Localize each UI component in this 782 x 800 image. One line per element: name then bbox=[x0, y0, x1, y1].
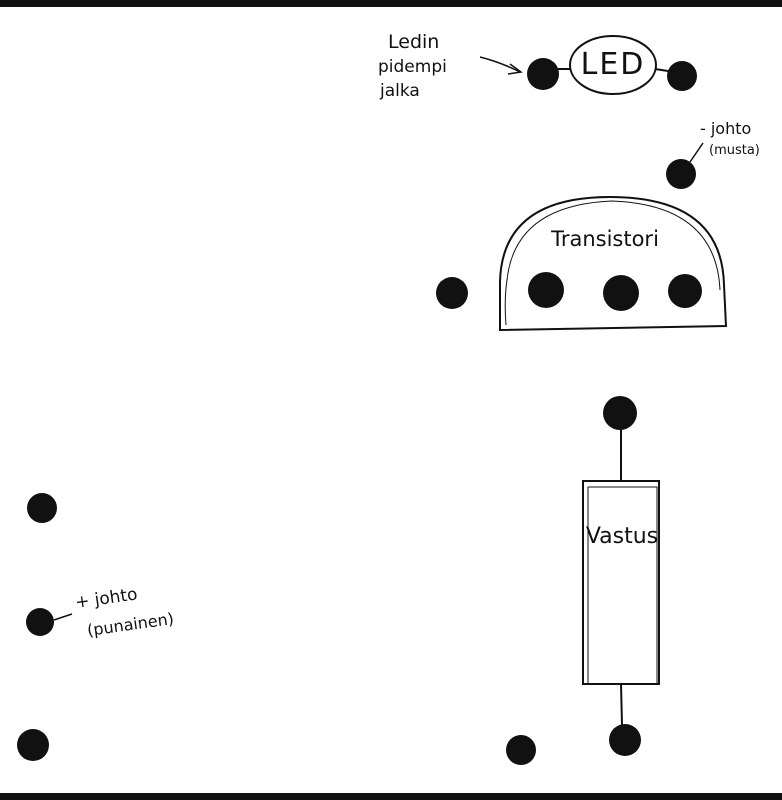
negative-wire-label-1: - johto bbox=[700, 119, 751, 138]
positive-wire-leader bbox=[53, 613, 73, 621]
led-component: LED bbox=[527, 35, 697, 95]
transistor-label: Transistori bbox=[550, 227, 659, 251]
resistor-body-sketch-stroke bbox=[587, 486, 658, 685]
led-note-line-1: Ledin bbox=[388, 31, 439, 53]
transistor-sketch-stroke bbox=[504, 200, 721, 326]
led-label: LED bbox=[581, 47, 646, 82]
bottom-page-edge bbox=[0, 793, 782, 800]
led-long-leg-note: Ledin pidempi jalka bbox=[378, 31, 523, 101]
transistor-pin-3 bbox=[668, 274, 702, 308]
resistor-bottom-lead bbox=[620, 683, 623, 726]
resistor-body bbox=[582, 480, 660, 685]
led-note-line-2: pidempi bbox=[378, 57, 447, 77]
led-outline bbox=[569, 35, 657, 95]
left-upper-pad bbox=[27, 493, 57, 523]
positive-wire-label-1: + johto bbox=[74, 584, 139, 613]
led-long-leg-pad bbox=[527, 58, 559, 90]
transistor-pin-1 bbox=[528, 272, 564, 308]
led-short-leg-lead bbox=[654, 68, 669, 72]
resistor-component: Vastus bbox=[582, 396, 660, 756]
top-page-edge bbox=[0, 0, 782, 7]
negative-wire-pad bbox=[666, 159, 696, 189]
led-note-arrow-head bbox=[507, 63, 523, 75]
left-bottom-pad bbox=[17, 729, 49, 761]
transistor-outline bbox=[499, 195, 728, 332]
led-note-line-3: jalka bbox=[379, 81, 420, 101]
negative-wire-label-2: (musta) bbox=[709, 143, 760, 158]
left-breadboard-pad bbox=[436, 277, 468, 309]
led-note-arrow-shaft bbox=[479, 56, 521, 73]
transistor-component: Transistori bbox=[499, 195, 728, 332]
resistor-top-pad bbox=[603, 396, 637, 430]
positive-wire: + johto (punainen) bbox=[26, 584, 175, 640]
transistor-pin-2 bbox=[603, 275, 639, 311]
negative-wire: - johto (musta) bbox=[666, 119, 760, 189]
led-short-leg-pad bbox=[667, 61, 697, 91]
resistor-bottom-pad bbox=[609, 724, 641, 756]
bottom-middle-pad bbox=[506, 735, 536, 765]
resistor-label: Vastus bbox=[586, 524, 658, 549]
negative-wire-leader bbox=[689, 142, 704, 163]
positive-wire-label-2: (punainen) bbox=[86, 609, 175, 640]
positive-wire-pad bbox=[26, 608, 54, 636]
